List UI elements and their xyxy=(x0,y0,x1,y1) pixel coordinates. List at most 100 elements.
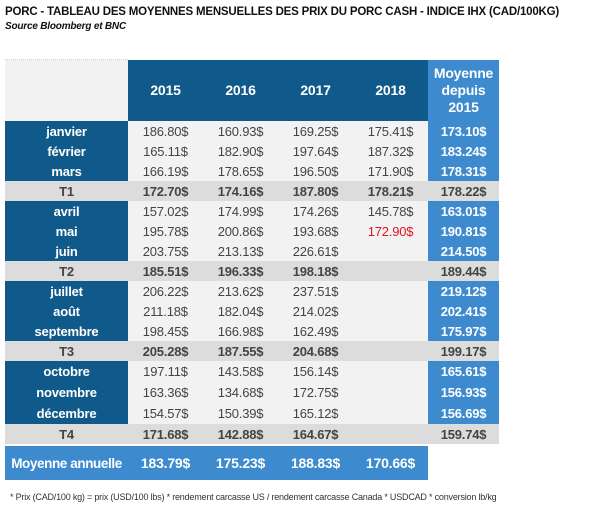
price-table: 2015 2016 2017 2018 Moyenne depuis 2015 … xyxy=(5,59,499,480)
month-average: 219.12$ xyxy=(428,281,499,301)
header-2015: 2015 xyxy=(128,59,203,121)
header-average-label: Moyenne depuis 2015 xyxy=(433,64,494,115)
month-value: 237.51$ xyxy=(278,281,353,301)
month-value xyxy=(353,281,428,301)
month-row: novembre 163.36$ 134.68$ 172.75$ 156.93$ xyxy=(5,382,499,403)
month-value: 175.41$ xyxy=(353,121,428,141)
month-row: janvier 186.80$ 160.93$ 169.25$ 175.41$ 173.1… xyxy=(5,121,499,141)
month-value: 198.45$ xyxy=(128,321,203,341)
month-average: 156.69$ xyxy=(428,403,499,424)
quarter-value: 185.51$ xyxy=(128,261,203,281)
month-value: 186.80$ xyxy=(128,121,203,141)
month-row: mai 195.78$ 200.86$ 193.68$ 172.90$ 190.81$ xyxy=(5,221,499,241)
month-average: 163.01$ xyxy=(428,201,499,221)
month-value xyxy=(353,382,428,403)
month-label: septembre xyxy=(5,321,128,341)
page-title: PORC - TABLEAU DES MOYENNES MENSUELLES D… xyxy=(5,6,560,18)
month-label: novembre xyxy=(5,382,128,403)
quarter-value xyxy=(353,341,428,361)
quarter-row: T4 171.68$ 142.88$ 164.67$ 159.74$ xyxy=(5,424,499,444)
quarter-value: 205.28$ xyxy=(128,341,203,361)
month-value: 213.13$ xyxy=(203,241,278,261)
month-value: 196.50$ xyxy=(278,161,353,181)
month-label: avril xyxy=(5,201,128,221)
month-value: 166.19$ xyxy=(128,161,203,181)
month-average: 165.61$ xyxy=(428,361,499,382)
month-row: octobre 197.11$ 143.58$ 156.14$ 165.61$ xyxy=(5,361,499,382)
month-value: 171.90$ xyxy=(353,161,428,181)
month-value: 182.90$ xyxy=(203,141,278,161)
month-row: avril 157.02$ 174.99$ 174.26$ 145.78$ 163.01$ xyxy=(5,201,499,221)
header-2017: 2017 xyxy=(278,59,353,121)
month-row: décembre 154.57$ 150.39$ 165.12$ 156.69$ xyxy=(5,403,499,424)
header-row: 2015 2016 2017 2018 Moyenne depuis 2015 xyxy=(5,59,499,121)
month-value: 214.02$ xyxy=(278,301,353,321)
month-value: 193.68$ xyxy=(278,221,353,241)
month-value: 174.26$ xyxy=(278,201,353,221)
month-value: 162.49$ xyxy=(278,321,353,341)
quarter-average: 189.44$ xyxy=(428,261,499,281)
header-2018: 2018 xyxy=(353,59,428,121)
quarter-row: T3 205.28$ 187.55$ 204.68$ 199.17$ xyxy=(5,341,499,361)
month-label: mars xyxy=(5,161,128,181)
month-value xyxy=(353,321,428,341)
month-row: février 165.11$ 182.90$ 197.64$ 187.32$ 183.2… xyxy=(5,141,499,161)
month-average: 156.93$ xyxy=(428,382,499,403)
quarter-row: T2 185.51$ 196.33$ 198.18$ 189.44$ xyxy=(5,261,499,281)
header-blank xyxy=(5,59,128,121)
month-value: 195.78$ xyxy=(128,221,203,241)
quarter-value: 142.88$ xyxy=(203,424,278,444)
month-value xyxy=(353,361,428,382)
month-value: 165.11$ xyxy=(128,141,203,161)
month-value: 182.04$ xyxy=(203,301,278,321)
quarter-label: T2 xyxy=(5,261,128,281)
month-value: 197.11$ xyxy=(128,361,203,382)
quarter-label: T3 xyxy=(5,341,128,361)
month-value xyxy=(353,241,428,261)
month-value: 160.93$ xyxy=(203,121,278,141)
spacer xyxy=(5,444,499,446)
month-row: juin 203.75$ 213.13$ 226.61$ 214.50$ xyxy=(5,241,499,261)
month-value: 169.25$ xyxy=(278,121,353,141)
month-value: 174.99$ xyxy=(203,201,278,221)
month-average: 183.24$ xyxy=(428,141,499,161)
month-value: 197.64$ xyxy=(278,141,353,161)
month-value: 165.12$ xyxy=(278,403,353,424)
annual-value: 175.23$ xyxy=(203,446,278,480)
annual-value: 188.83$ xyxy=(278,446,353,480)
header-2016: 2016 xyxy=(203,59,278,121)
annual-value: 170.66$ xyxy=(353,446,428,480)
month-value: 154.57$ xyxy=(128,403,203,424)
month-value: 157.02$ xyxy=(128,201,203,221)
month-row: juillet 206.22$ 213.62$ 237.51$ 219.12$ xyxy=(5,281,499,301)
month-value-highlight: 172.90$ xyxy=(353,221,428,241)
month-value: 143.58$ xyxy=(203,361,278,382)
quarter-label: T1 xyxy=(5,181,128,201)
quarter-value: 171.68$ xyxy=(128,424,203,444)
quarter-value: 187.55$ xyxy=(203,341,278,361)
quarter-value: 198.18$ xyxy=(278,261,353,281)
month-value: 134.68$ xyxy=(203,382,278,403)
quarter-label: T4 xyxy=(5,424,128,444)
month-value xyxy=(353,403,428,424)
month-value: 172.75$ xyxy=(278,382,353,403)
quarter-value xyxy=(353,261,428,281)
month-value: 200.86$ xyxy=(203,221,278,241)
month-value: 163.36$ xyxy=(128,382,203,403)
month-row: août 211.18$ 182.04$ 214.02$ 202.41$ xyxy=(5,301,499,321)
annual-empty xyxy=(428,446,499,480)
month-value: 166.98$ xyxy=(203,321,278,341)
month-label: octobre xyxy=(5,361,128,382)
month-value: 145.78$ xyxy=(353,201,428,221)
spacer-row xyxy=(5,444,499,446)
month-value: 178.65$ xyxy=(203,161,278,181)
month-average: 173.10$ xyxy=(428,121,499,141)
month-label: mai xyxy=(5,221,128,241)
month-row: mars 166.19$ 178.65$ 196.50$ 171.90$ 178.31$ xyxy=(5,161,499,181)
month-row: septembre 198.45$ 166.98$ 162.49$ 175.97$ xyxy=(5,321,499,341)
quarter-average: 178.22$ xyxy=(428,181,499,201)
month-label: janvier xyxy=(5,121,128,141)
month-label: août xyxy=(5,301,128,321)
month-value: 206.22$ xyxy=(128,281,203,301)
quarter-value: 187.80$ xyxy=(278,181,353,201)
